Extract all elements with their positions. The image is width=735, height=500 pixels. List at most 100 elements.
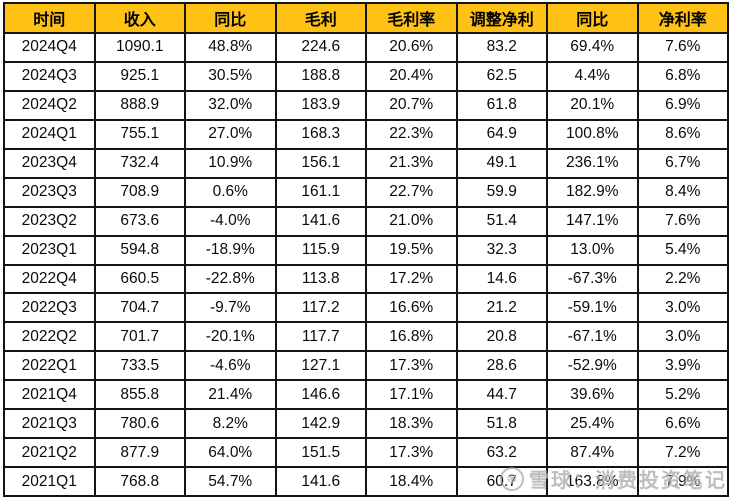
cell-net-profit-yoy: 20.1% [546,89,639,121]
cell-revenue-yoy: 21.4% [184,379,277,411]
cell-gross-profit: 161.1 [274,176,367,208]
table-header: 时间 收入 同比 毛利 毛利率 调整净利 同比 净利率 [3,2,729,34]
table-row: 2023Q4 732.4 10.9% 156.1 21.3% 49.1 236.1% 6.7% [3,147,729,179]
cell-adjusted-net-profit: 62.5 [455,60,548,92]
cell-revenue-yoy: 27.0% [184,118,277,150]
cell-net-margin: 6.8% [636,60,729,92]
cell-gross-profit: 141.6 [274,466,367,497]
cell-revenue-yoy: 30.5% [184,60,277,92]
cell-net-profit-yoy: 13.0% [546,234,639,266]
table-row: 2024Q1 755.1 27.0% 168.3 22.3% 64.9 100.8% 8.6% [3,118,729,150]
cell-revenue-yoy: -4.6% [184,350,277,382]
cell-gross-margin: 18.4% [365,466,458,497]
cell-net-profit-yoy: 182.9% [546,176,639,208]
cell-net-margin: 6.6% [636,408,729,440]
cell-gross-profit: 224.6 [274,32,367,63]
column-header-adjusted-net-profit: 调整净利 [455,2,548,34]
table-row: 2024Q4 1090.1 48.8% 224.6 20.6% 83.2 69.4% 7.6% [3,32,729,63]
table-row: 2022Q2 701.7 -20.1% 117.7 16.8% 20.8 -67.1% 3.0… [3,321,729,353]
cell-time: 2021Q2 [3,437,96,469]
cell-net-margin: 3.9% [636,350,729,382]
header-row: 时间 收入 同比 毛利 毛利率 调整净利 同比 净利率 [3,2,729,34]
cell-adjusted-net-profit: 20.8 [455,321,548,353]
cell-gross-profit: 168.3 [274,118,367,150]
cell-adjusted-net-profit: 51.8 [455,408,548,440]
table-row: 2021Q1 768.8 54.7% 141.6 18.4% 60.7 163.8% 7.9% [3,466,729,497]
cell-net-profit-yoy: 25.4% [546,408,639,440]
cell-net-profit-yoy: -67.1% [546,321,639,353]
cell-net-profit-yoy: -67.3% [546,263,639,295]
cell-gross-margin: 22.7% [365,176,458,208]
cell-gross-profit: 142.9 [274,408,367,440]
cell-time: 2024Q4 [3,32,96,63]
cell-net-profit-yoy: 100.8% [546,118,639,150]
cell-gross-margin: 20.6% [365,32,458,63]
cell-revenue: 594.8 [93,234,186,266]
cell-adjusted-net-profit: 83.2 [455,32,548,63]
cell-net-margin: 6.9% [636,89,729,121]
cell-net-margin: 6.7% [636,147,729,179]
cell-revenue-yoy: 10.9% [184,147,277,179]
cell-revenue: 704.7 [93,292,186,324]
column-header-revenue: 收入 [93,2,186,34]
cell-revenue: 877.9 [93,437,186,469]
quarterly-financials-table-wrap: 时间 收入 同比 毛利 毛利率 调整净利 同比 净利率 2024Q4 1090.1… [3,2,729,497]
cell-adjusted-net-profit: 60.7 [455,466,548,497]
cell-adjusted-net-profit: 61.8 [455,89,548,121]
cell-net-margin: 3.0% [636,321,729,353]
cell-time: 2021Q1 [3,466,96,497]
cell-revenue-yoy: -4.0% [184,205,277,237]
cell-gross-profit: 151.5 [274,437,367,469]
cell-net-profit-yoy: 147.1% [546,205,639,237]
cell-gross-margin: 18.3% [365,408,458,440]
cell-revenue: 673.6 [93,205,186,237]
cell-net-margin: 5.4% [636,234,729,266]
cell-revenue: 733.5 [93,350,186,382]
cell-net-profit-yoy: -52.9% [546,350,639,382]
cell-time: 2021Q3 [3,408,96,440]
cell-revenue-yoy: 0.6% [184,176,277,208]
cell-adjusted-net-profit: 49.1 [455,147,548,179]
cell-revenue-yoy: -9.7% [184,292,277,324]
cell-revenue-yoy: -18.9% [184,234,277,266]
cell-time: 2023Q2 [3,205,96,237]
cell-gross-margin: 20.4% [365,60,458,92]
table-row: 2022Q3 704.7 -9.7% 117.2 16.6% 21.2 -59.1% 3.0% [3,292,729,324]
cell-gross-margin: 16.6% [365,292,458,324]
table-row: 2022Q4 660.5 -22.8% 113.8 17.2% 14.6 -67.3% 2.2… [3,263,729,295]
cell-gross-margin: 17.3% [365,350,458,382]
cell-net-margin: 7.6% [636,205,729,237]
cell-net-margin: 3.0% [636,292,729,324]
cell-revenue-yoy: -20.1% [184,321,277,353]
table-row: 2021Q3 780.6 8.2% 142.9 18.3% 51.8 25.4% 6.6% [3,408,729,440]
cell-net-margin: 7.6% [636,32,729,63]
cell-time: 2021Q4 [3,379,96,411]
cell-gross-margin: 17.2% [365,263,458,295]
column-header-time: 时间 [3,2,96,34]
cell-time: 2023Q1 [3,234,96,266]
cell-net-profit-yoy: 163.8% [546,466,639,497]
cell-gross-profit: 113.8 [274,263,367,295]
cell-adjusted-net-profit: 32.3 [455,234,548,266]
cell-gross-margin: 17.3% [365,437,458,469]
cell-revenue: 768.8 [93,466,186,497]
cell-time: 2024Q3 [3,60,96,92]
table-row: 2024Q3 925.1 30.5% 188.8 20.4% 62.5 4.4% 6.8% [3,60,729,92]
cell-adjusted-net-profit: 64.9 [455,118,548,150]
cell-time: 2023Q3 [3,176,96,208]
cell-revenue-yoy: 54.7% [184,466,277,497]
table-row: 2021Q4 855.8 21.4% 146.6 17.1% 44.7 39.6% 5.2% [3,379,729,411]
cell-time: 2022Q3 [3,292,96,324]
column-header-gross-margin: 毛利率 [365,2,458,34]
cell-revenue-yoy: 32.0% [184,89,277,121]
cell-gross-profit: 117.2 [274,292,367,324]
cell-revenue: 660.5 [93,263,186,295]
cell-time: 2024Q2 [3,89,96,121]
column-header-net-margin: 净利率 [636,2,729,34]
cell-time: 2022Q1 [3,350,96,382]
cell-gross-margin: 16.8% [365,321,458,353]
cell-net-margin: 7.9% [636,466,729,497]
cell-net-profit-yoy: 4.4% [546,60,639,92]
cell-time: 2022Q4 [3,263,96,295]
